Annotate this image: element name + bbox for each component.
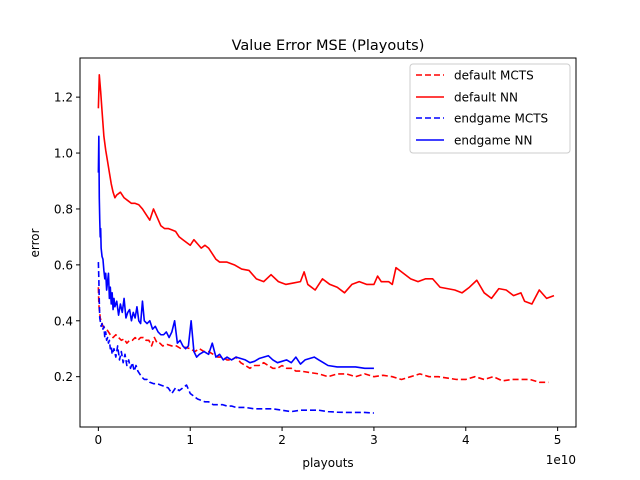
legend-box: [409, 63, 571, 154]
y-tick-label: 1.0: [54, 147, 73, 161]
y-axis-label: error: [28, 228, 42, 257]
x-tick-label: 3: [370, 433, 378, 447]
chart-title: Value Error MSE (Playouts): [232, 38, 425, 54]
legend-label-default-nn: default NN: [454, 91, 518, 105]
x-tick-label: 0: [95, 433, 103, 447]
legend-label-default-mcts: default MCTS: [454, 69, 534, 83]
y-tick-label: 0.6: [54, 258, 73, 272]
x-tick-label: 5: [554, 433, 562, 447]
x-axis-ticks: 0 1 2 3 4 5: [95, 427, 562, 447]
y-tick-label: 1.2: [54, 91, 73, 105]
legend: default MCTS default NN endgame MCTS end…: [409, 63, 571, 154]
y-tick-label: 0.2: [54, 370, 73, 384]
y-axis-ticks: 0.2 0.4 0.6 0.8 1.0 1.2: [54, 91, 80, 384]
x-tick-label: 4: [462, 433, 470, 447]
series-line-default-nn: [97, 73, 555, 305]
x-axis-label: playouts: [302, 456, 353, 470]
x-tick-label: 1: [186, 433, 194, 447]
series-line-endgame-nn: [97, 135, 374, 370]
x-tick-label: 2: [278, 433, 286, 447]
y-tick-label: 0.8: [54, 202, 73, 216]
x-axis-offset-text: 1e10: [546, 453, 576, 467]
plot-frame: [79, 57, 577, 428]
series-layer: [97, 73, 555, 414]
series-line-endgame-mcts: [97, 262, 374, 414]
legend-label-endgame-mcts: endgame MCTS: [454, 112, 548, 126]
y-tick-label: 0.4: [54, 314, 73, 328]
legend-label-endgame-nn: endgame NN: [454, 134, 532, 148]
